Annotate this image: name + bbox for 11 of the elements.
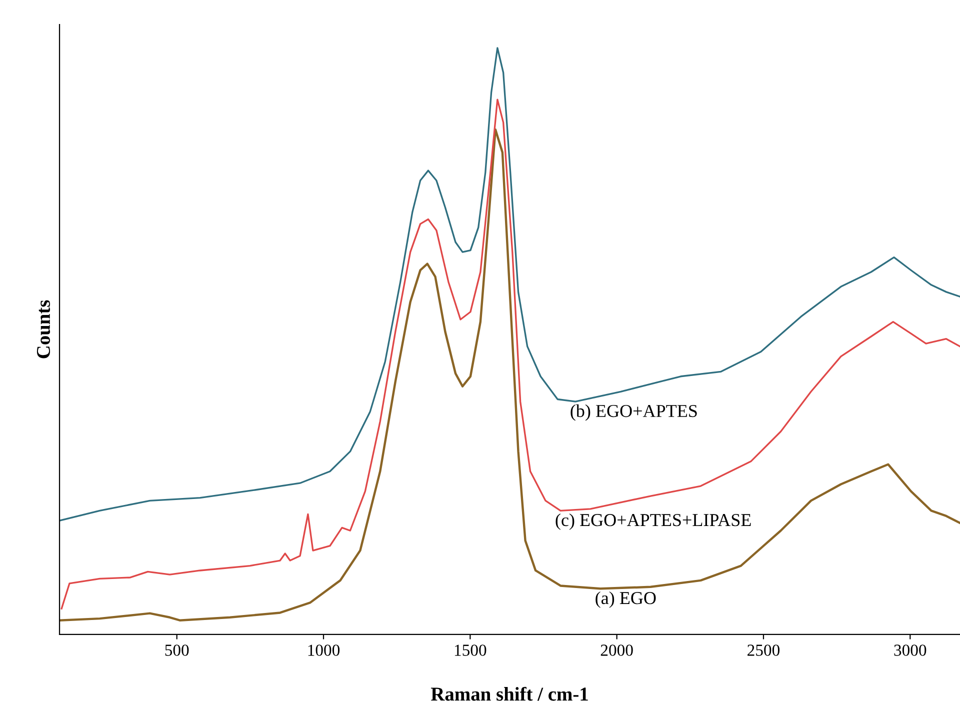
x-tick-label: 3000	[894, 644, 926, 656]
series-label: (b) EGO+APTES	[570, 404, 697, 421]
x-tick-label: 2000	[600, 644, 633, 656]
x-tick-label: 1000	[308, 644, 340, 656]
x-tick-label: 2500	[748, 644, 780, 656]
series-label: (c) EGO+APTES+LIPASE	[556, 513, 751, 530]
x-axis-title: Raman shift / cm-1	[430, 686, 588, 701]
x-tick-label: 500	[165, 644, 189, 656]
series-label: (a) EGO	[596, 591, 656, 608]
x-tick-label: 1500	[454, 644, 486, 656]
y-axis-title: Counts	[36, 300, 50, 358]
